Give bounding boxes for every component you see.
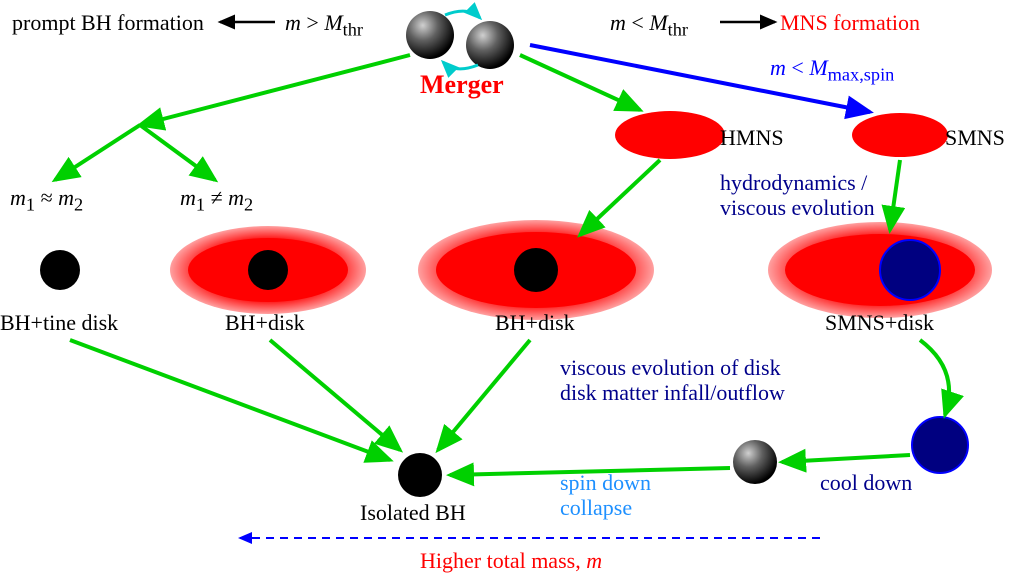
label-hydro: hydrodynamics /viscous evolution	[720, 170, 875, 221]
label-mns: MNS formation	[780, 10, 920, 36]
label-m-lt: m < Mthr	[610, 10, 688, 40]
merger-ns1	[406, 11, 454, 59]
bh-tiny	[40, 250, 80, 290]
merger-ns2	[466, 21, 514, 69]
isolated-bh	[398, 453, 442, 497]
label-cool-down: cool down	[820, 470, 912, 496]
bh-disk1	[188, 238, 348, 302]
label-m-gt: m > Mthr	[285, 10, 363, 40]
label-m-maxspin: m < Mmax,spin	[770, 55, 894, 85]
label-smns-disk: SMNS+disk	[825, 310, 934, 336]
smns-core	[880, 240, 940, 300]
diagram-canvas	[0, 0, 1024, 584]
smns-disk	[785, 234, 975, 306]
cool-circle	[912, 417, 968, 473]
spin-sphere	[733, 440, 777, 484]
smns-shape	[852, 113, 948, 157]
swirl2	[443, 62, 478, 69]
label-merger: Merger	[420, 70, 504, 100]
label-spin-down: spin downcollapse	[560, 470, 651, 521]
label-m1eq: m1 ≈ m2	[10, 185, 83, 215]
swirl1	[445, 11, 480, 18]
label-prompt: prompt BH formation	[12, 10, 204, 36]
label-higher-mass: Higher total mass, m	[420, 548, 602, 574]
label-hmns: HMNS	[720, 125, 784, 151]
hmns-shape	[615, 111, 725, 159]
label-viscous: viscous evolution of diskdisk matter inf…	[560, 355, 785, 406]
label-bh-disk2: BH+disk	[495, 310, 575, 336]
label-bh-tine: BH+tine disk	[0, 310, 118, 336]
label-bh-disk1: BH+disk	[225, 310, 305, 336]
label-m1ne: m1 ≠ m2	[180, 185, 253, 215]
bh-disk2	[436, 232, 636, 308]
label-isolated: Isolated BH	[360, 500, 466, 526]
label-smns: SMNS	[945, 125, 1005, 151]
